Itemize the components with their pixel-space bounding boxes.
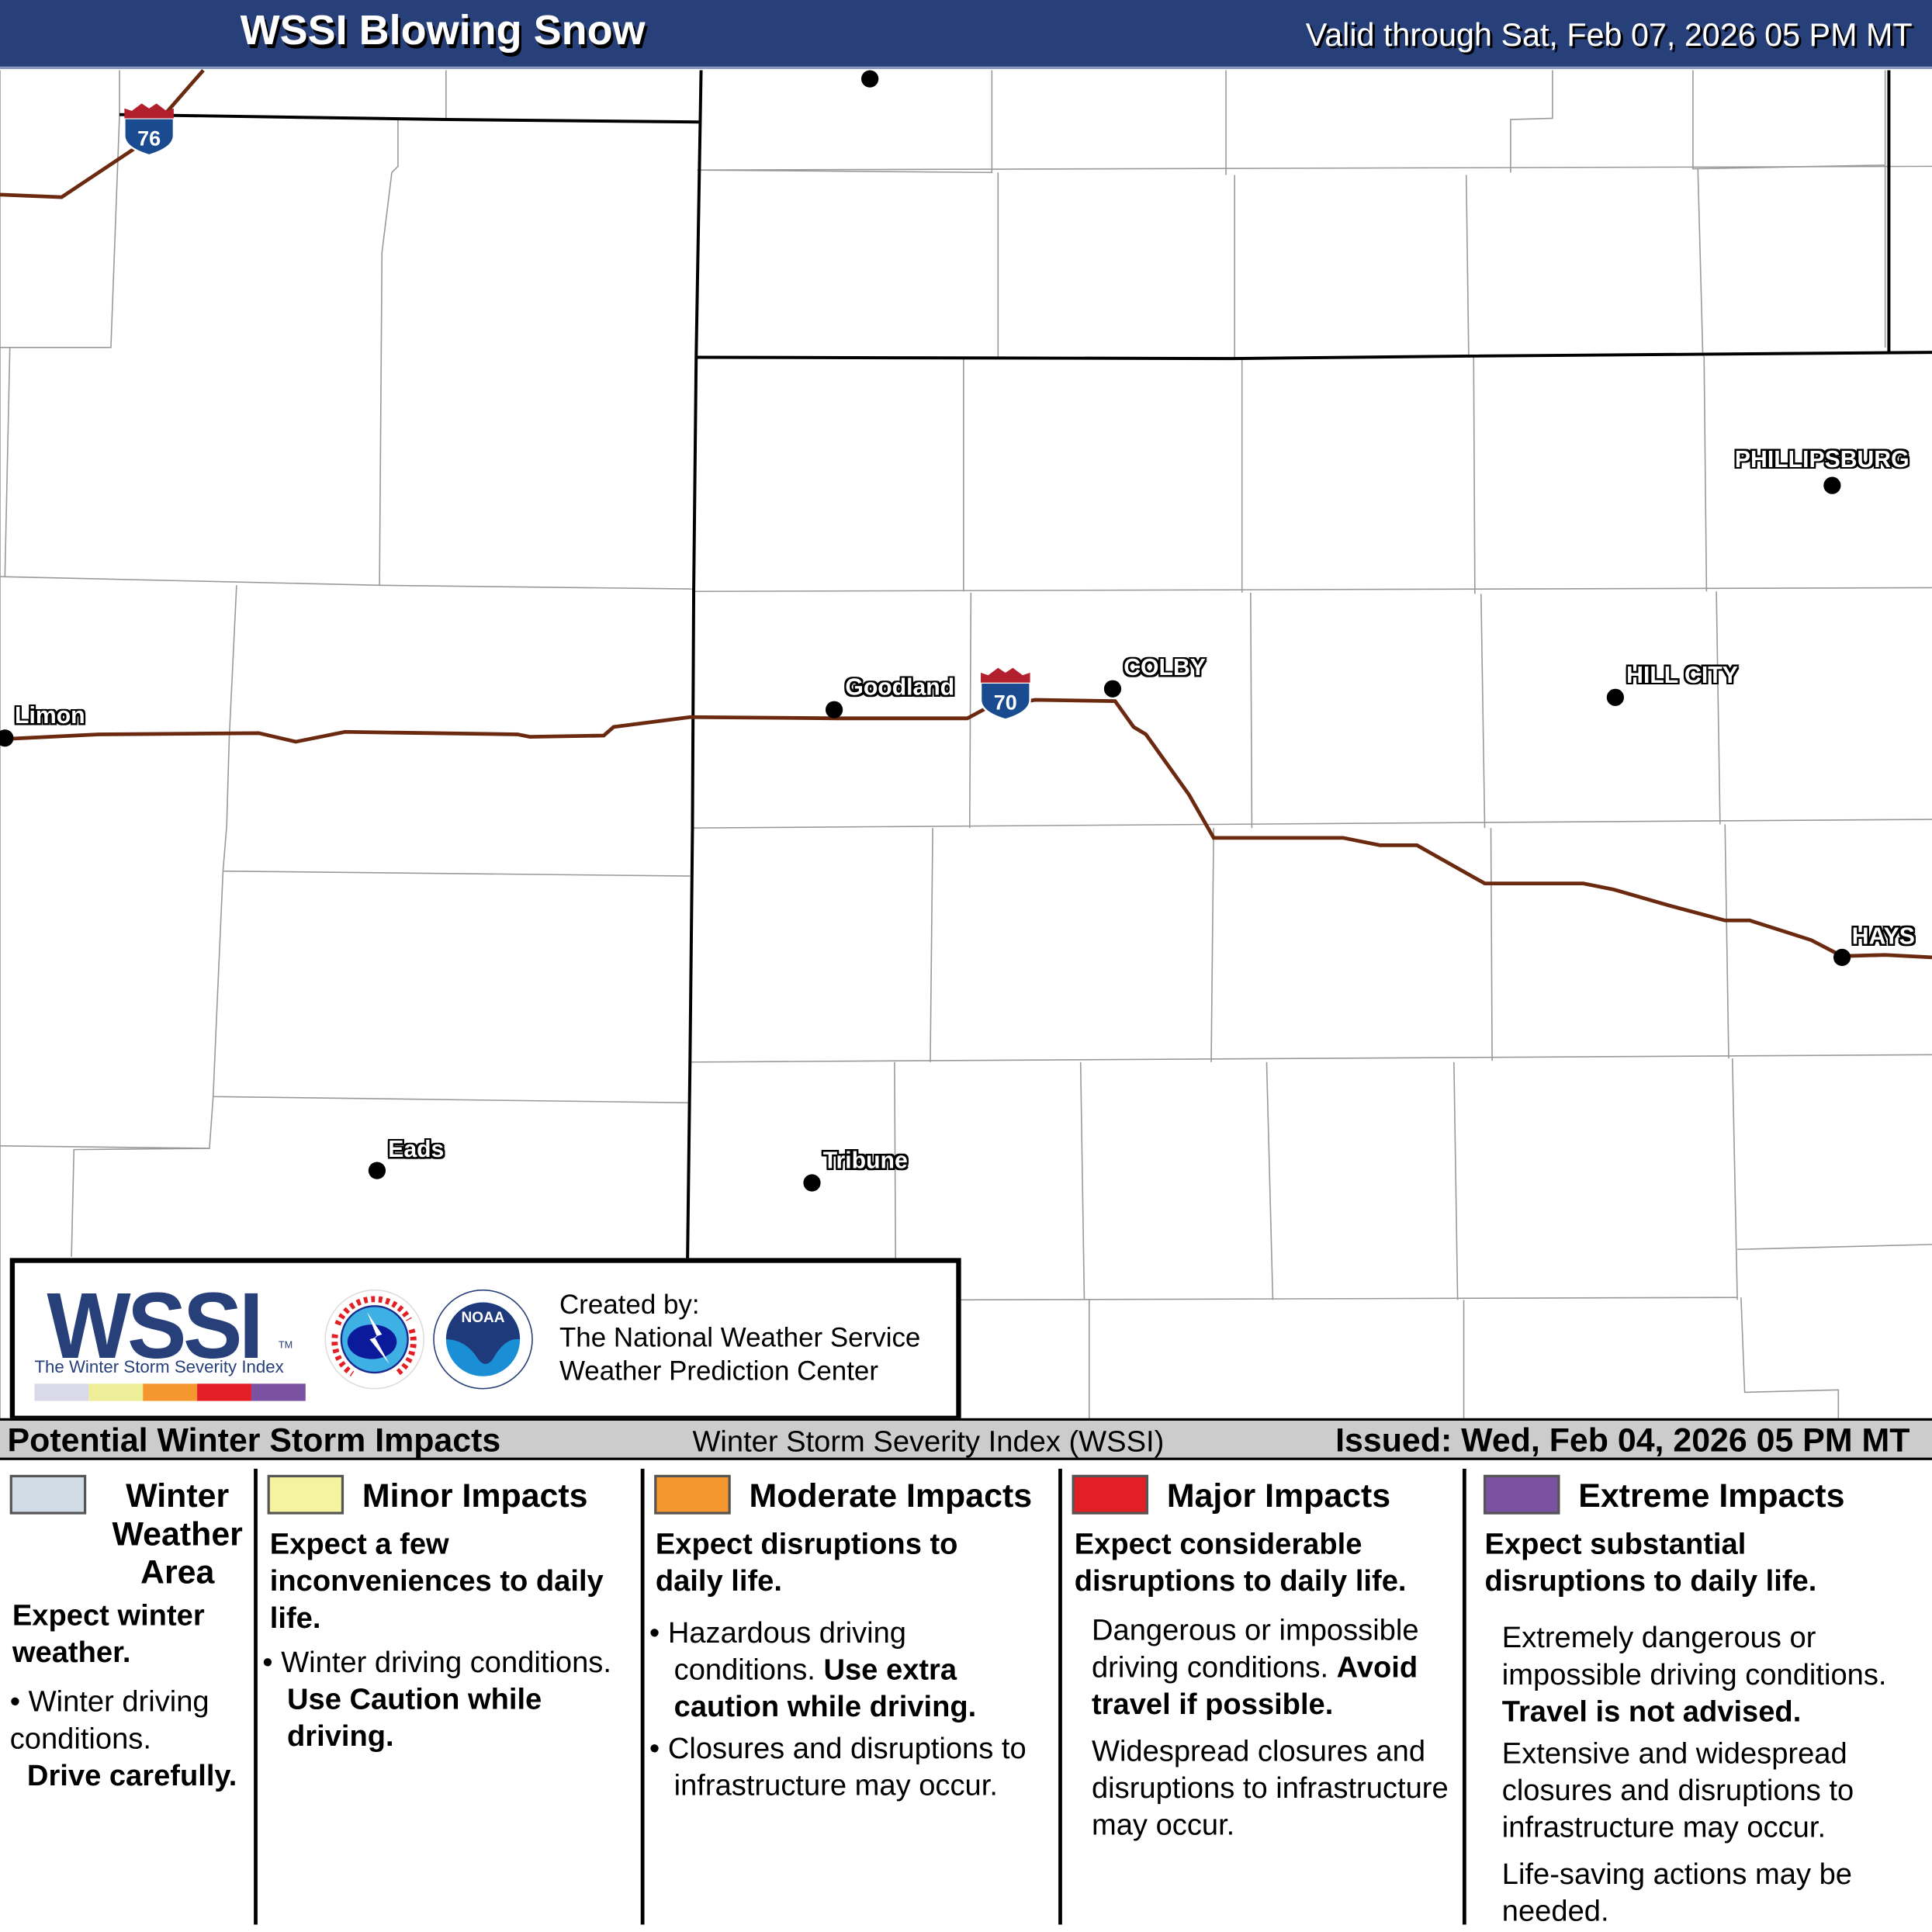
legend-text: Dangerous or impossible driving conditio… — [1091, 1614, 1419, 1722]
map[interactable]: 76 70 — [0, 0, 1932, 1420]
issued-time: Issued: Wed, Feb 04, 2026 05 PM MT — [1335, 1421, 1910, 1459]
color-swatch — [654, 1474, 731, 1515]
city-dots — [0, 70, 1851, 1192]
interstate-76-shield: 76 — [123, 103, 175, 157]
legend-divider — [254, 1468, 258, 1925]
header: WSSI Blowing Snow Valid through Sat, Feb… — [0, 0, 1932, 69]
city-label-tribune: Tribune — [822, 1148, 908, 1175]
city-label-hill-city: HILL CITY — [1626, 663, 1738, 689]
city-dot-phillipsburg — [1823, 476, 1841, 494]
created-by: Created by: — [559, 1289, 700, 1320]
city-dot — [861, 70, 879, 88]
legend-title: Extreme Impacts — [1578, 1477, 1845, 1515]
legend-index-name: Winter Storm Severity Index (WSSI) — [692, 1425, 1165, 1459]
color-swatch — [1483, 1474, 1560, 1515]
noaa-wordmark: NOAA — [461, 1310, 504, 1326]
city-dot-limon — [0, 729, 14, 747]
legend-bullet: • Winter driving conditions. Drive carefu… — [9, 1685, 237, 1793]
interstate-70-number: 70 — [994, 691, 1017, 715]
interstate-76-road — [0, 68, 205, 199]
credit-wpc: Weather Prediction Center — [559, 1355, 879, 1387]
valid-through: Valid through Sat, Feb 07, 2026 05 PM MT — [1305, 16, 1913, 54]
map-title: WSSI Blowing Snow — [240, 7, 646, 54]
legend-bullet: • Closures and disruptions to infrastruc… — [649, 1732, 1027, 1803]
legend-sub: Expect considerable disruptions to daily… — [1074, 1528, 1407, 1598]
noaa-logo: NOAA — [433, 1289, 533, 1390]
legend-title: Winter Weather Area — [112, 1477, 243, 1591]
interstate-70-road — [0, 698, 1932, 960]
credit-nws: The National Weather Service — [559, 1321, 921, 1353]
city-label-limon: Limon — [15, 703, 85, 730]
interstate-roads — [0, 68, 1932, 960]
legend-title: Moderate Impacts — [749, 1477, 1033, 1515]
city-label-eads: Eads — [388, 1137, 445, 1164]
legend-bullet: • Winter driving conditions. Use Caution… — [262, 1646, 611, 1754]
nws-logo — [324, 1289, 425, 1390]
color-swatch — [267, 1474, 345, 1515]
wssi-logo: WSSI — [47, 1274, 263, 1379]
legend-winter-weather-area: Winter Weather Area Expect winter weathe… — [0, 1463, 254, 1926]
city-label-goodland: Goodland — [845, 675, 955, 701]
logo-box: WSSI TM The Winter Storm Severity Index … — [9, 1258, 961, 1421]
city-label-colby: COLBY — [1124, 655, 1206, 682]
legend-divider — [1462, 1468, 1466, 1925]
county-boundaries — [0, 70, 1932, 1420]
wssi-color-bar — [34, 1383, 306, 1401]
legend-extreme-impacts: Extreme Impacts Expect substantial disru… — [1466, 1463, 1932, 1928]
legend-divider — [1058, 1468, 1062, 1925]
legend-text: Extensive and widespread closures and di… — [1501, 1737, 1854, 1845]
interstate-70-shield: 70 — [979, 667, 1031, 721]
legend-header-band: Potential Winter Storm Impacts Winter St… — [0, 1418, 1932, 1460]
city-dot-eads — [368, 1162, 386, 1179]
city-dot-hays — [1833, 948, 1851, 966]
city-dot-colby — [1103, 680, 1122, 698]
legend-text: Widespread closures and disruptions to i… — [1091, 1734, 1449, 1843]
state-boundaries — [119, 70, 1932, 1259]
legend-sub: Expect winter weather. — [12, 1599, 205, 1670]
legend-divider — [640, 1468, 645, 1925]
legend-sub: Expect substantial disruptions to daily … — [1484, 1528, 1817, 1598]
legend-bullet: • Hazardous driving conditions. Use extr… — [649, 1616, 977, 1724]
city-dot-tribune — [803, 1174, 821, 1192]
legend-heading: Potential Winter Storm Impacts — [7, 1421, 501, 1459]
legend-minor-impacts: Minor Impacts Expect a few inconvenience… — [258, 1463, 641, 1926]
legend-text: Extremely dangerous or impossible drivin… — [1501, 1621, 1887, 1729]
legend-sub: Expect disruptions to daily life. — [655, 1528, 958, 1598]
city-dot-hill-city — [1606, 688, 1624, 706]
legend-text: Life-saving actions may be needed. — [1501, 1858, 1853, 1929]
legend-sub: Expect a few inconveniences to daily lif… — [269, 1528, 604, 1636]
legend-major-impacts: Major Impacts Expect considerable disrup… — [1062, 1463, 1463, 1926]
legend-title: Major Impacts — [1166, 1477, 1391, 1515]
city-dot-goodland — [825, 701, 843, 718]
city-label-phillipsburg: PHILLIPSBURG — [1734, 447, 1909, 473]
legend-moderate-impacts: Moderate Impacts Expect disruptions to d… — [645, 1463, 1059, 1926]
city-label-hays: HAYS — [1851, 924, 1915, 950]
wssi-subtitle: The Winter Storm Severity Index — [34, 1356, 284, 1376]
color-swatch — [1072, 1474, 1149, 1515]
credit-text: Created by: The National Weather Service… — [559, 1287, 920, 1387]
trademark: TM — [278, 1339, 293, 1351]
color-swatch — [9, 1474, 87, 1515]
legend-title: Minor Impacts — [362, 1477, 588, 1515]
interstate-76-number: 76 — [137, 126, 161, 150]
